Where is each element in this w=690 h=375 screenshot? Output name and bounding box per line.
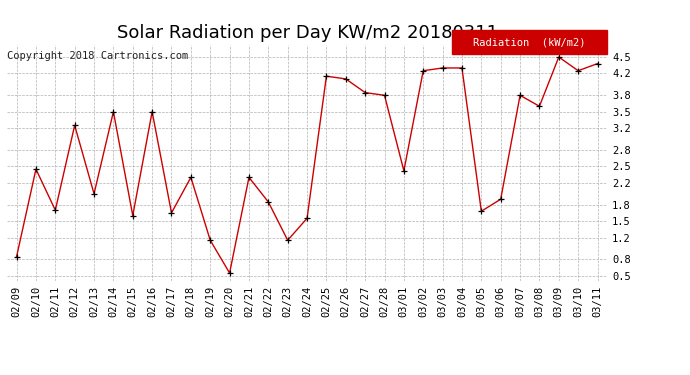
Text: Copyright 2018 Cartronics.com: Copyright 2018 Cartronics.com: [7, 51, 188, 61]
Title: Solar Radiation per Day KW/m2 20180311: Solar Radiation per Day KW/m2 20180311: [117, 24, 497, 42]
Text: Radiation  (kW/m2): Radiation (kW/m2): [473, 37, 586, 47]
